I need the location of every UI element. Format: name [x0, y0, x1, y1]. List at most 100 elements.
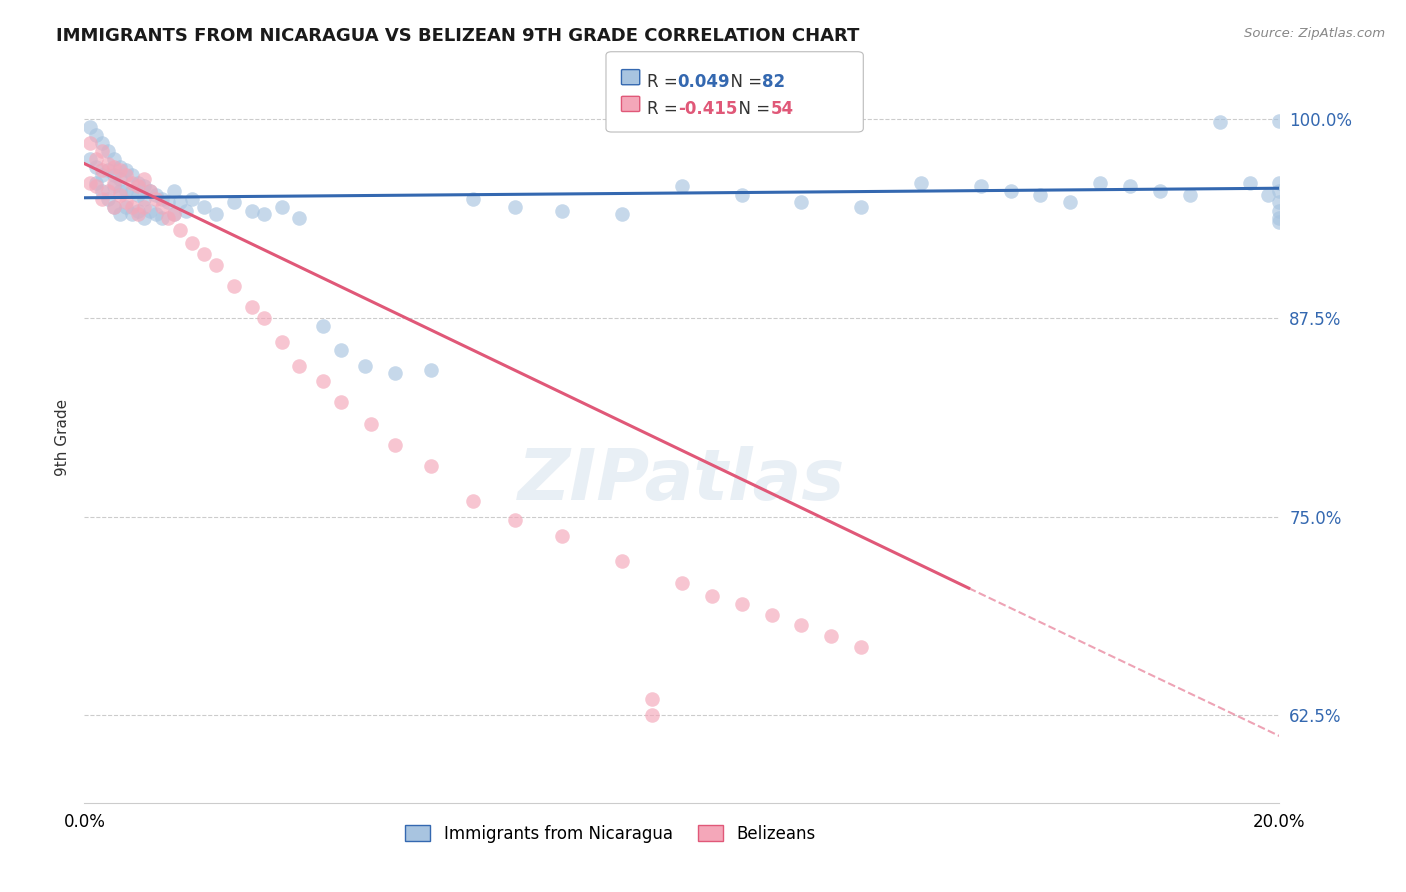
Point [157, 211, 180, 225]
Point [91, 136, 114, 150]
Point [157, 194, 180, 209]
Point [551, 529, 574, 543]
Text: 82: 82 [762, 73, 785, 91]
Text: R =: R = [647, 100, 683, 118]
Point [79, 136, 101, 150]
Point [503, 200, 526, 214]
Point [127, 188, 149, 202]
Point [86, 128, 108, 142]
Point [354, 359, 377, 373]
Point [86, 176, 108, 190]
Text: 54: 54 [770, 100, 793, 118]
Point [132, 211, 156, 225]
Point [79, 152, 101, 166]
Point [91, 168, 114, 182]
Point [139, 204, 162, 219]
Point [103, 176, 125, 190]
Legend: Immigrants from Nicaragua, Belizeans: Immigrants from Nicaragua, Belizeans [398, 818, 823, 849]
Point [641, 708, 664, 723]
Point [1090, 176, 1112, 190]
Text: ZIPatlas: ZIPatlas [519, 447, 845, 516]
Text: N =: N = [720, 73, 768, 91]
Point [150, 192, 173, 206]
Point [240, 204, 263, 219]
Point [115, 163, 138, 178]
Point [103, 168, 125, 182]
Point [163, 207, 186, 221]
Point [163, 184, 186, 198]
Point [253, 207, 276, 221]
Point [1268, 204, 1291, 219]
Point [851, 200, 873, 214]
Point [145, 188, 167, 202]
Point [910, 176, 932, 190]
Point [461, 192, 484, 206]
Point [1178, 188, 1201, 202]
Text: R =: R = [647, 73, 683, 91]
Point [360, 417, 382, 432]
Point [240, 300, 263, 314]
Text: IMMIGRANTS FROM NICARAGUA VS BELIZEAN 9TH GRADE CORRELATION CHART: IMMIGRANTS FROM NICARAGUA VS BELIZEAN 9T… [56, 27, 859, 45]
Point [1119, 178, 1142, 193]
Point [174, 204, 197, 219]
Point [1268, 211, 1291, 225]
Point [103, 160, 125, 174]
Point [181, 236, 204, 251]
Text: N =: N = [728, 100, 776, 118]
Point [761, 608, 783, 623]
Point [110, 207, 132, 221]
Point [110, 184, 132, 198]
Point [193, 200, 215, 214]
Point [132, 172, 156, 186]
Point [97, 184, 120, 198]
Point [163, 207, 186, 221]
Point [820, 629, 842, 643]
Point [150, 200, 173, 214]
Point [270, 334, 292, 349]
Point [731, 597, 754, 611]
Point [1268, 113, 1291, 128]
Point [115, 194, 138, 209]
Point [110, 160, 132, 174]
Point [132, 200, 156, 214]
Point [1268, 176, 1291, 190]
Point [181, 192, 204, 206]
Point [700, 589, 723, 603]
Point [91, 184, 114, 198]
Point [970, 178, 993, 193]
Point [1268, 215, 1291, 229]
Point [97, 156, 120, 170]
Point [205, 207, 228, 221]
Point [312, 375, 335, 389]
Point [330, 395, 353, 409]
Point [145, 192, 167, 206]
Point [270, 200, 292, 214]
Point [169, 194, 191, 209]
Point [86, 152, 108, 166]
Point [1059, 194, 1081, 209]
Point [115, 168, 138, 182]
Point [79, 176, 101, 190]
Point [132, 192, 156, 206]
Point [641, 692, 664, 706]
Point [330, 343, 353, 357]
Point [79, 120, 101, 134]
Point [139, 184, 162, 198]
Point [461, 493, 484, 508]
Point [1268, 194, 1291, 209]
Y-axis label: 9th Grade: 9th Grade [55, 399, 70, 475]
Point [1149, 184, 1171, 198]
Point [110, 163, 132, 178]
Text: 0.049: 0.049 [678, 73, 730, 91]
Point [115, 184, 138, 198]
Point [1209, 115, 1232, 129]
Point [1239, 176, 1261, 190]
Point [150, 211, 173, 225]
Point [121, 207, 143, 221]
Point [115, 200, 138, 214]
Text: Source: ZipAtlas.com: Source: ZipAtlas.com [1244, 27, 1385, 40]
Point [121, 176, 143, 190]
Point [193, 247, 215, 261]
Point [1029, 188, 1052, 202]
Point [121, 200, 143, 214]
